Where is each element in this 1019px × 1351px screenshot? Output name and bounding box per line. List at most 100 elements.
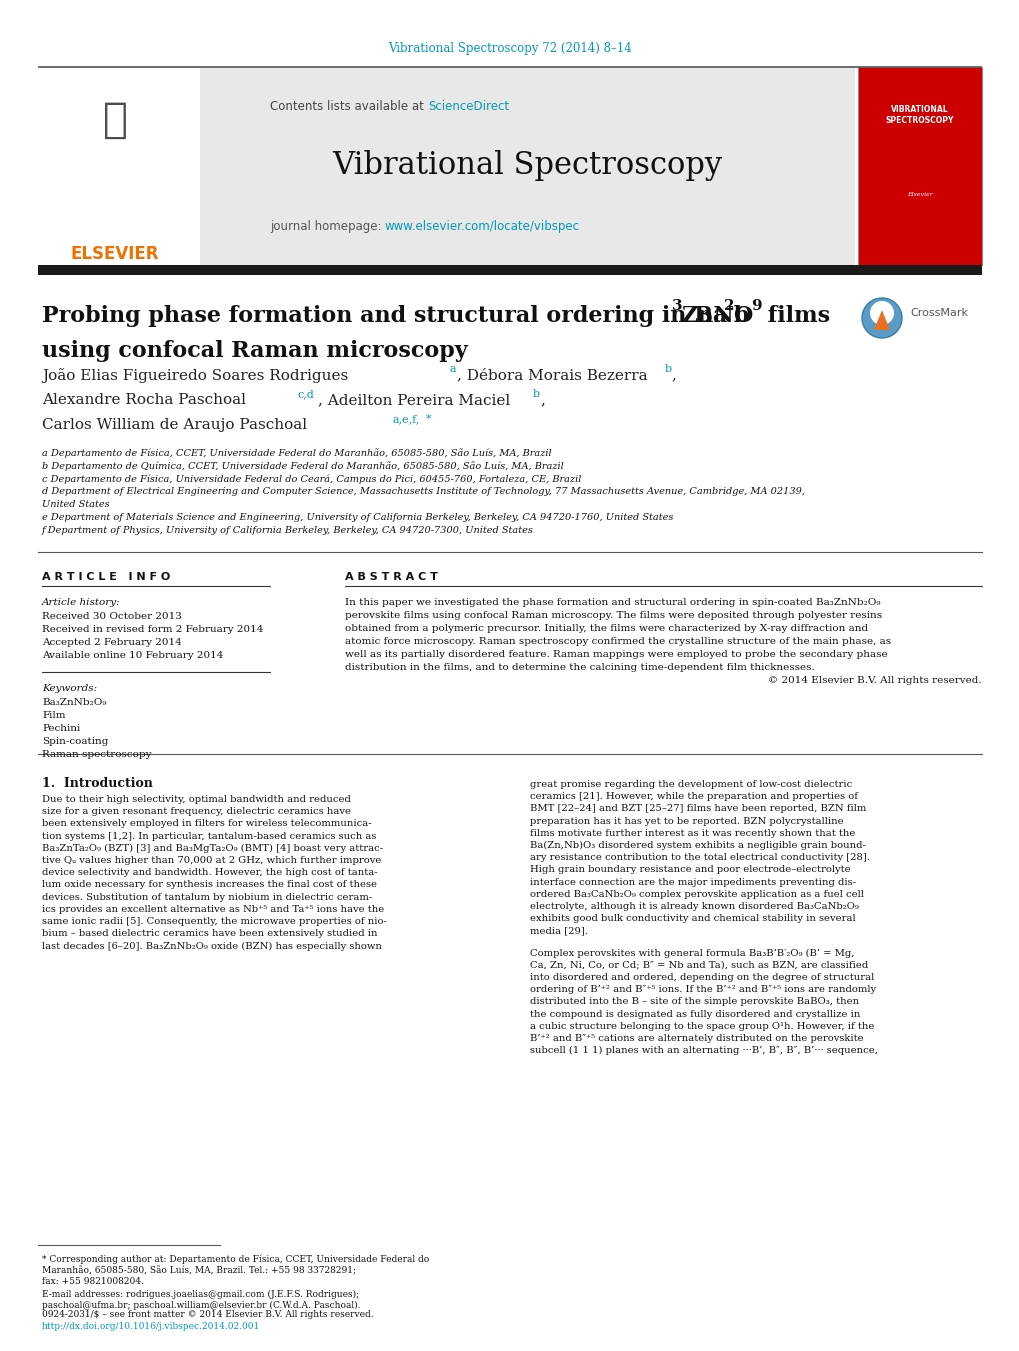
- Text: ,: ,: [539, 393, 544, 407]
- Text: films motivate further interest as it was recently shown that the: films motivate further interest as it wa…: [530, 828, 855, 838]
- Text: been extensively employed in filters for wireless telecommunica-: been extensively employed in filters for…: [42, 820, 371, 828]
- Text: Available online 10 February 2014: Available online 10 February 2014: [42, 651, 223, 661]
- Text: great promise regarding the development of low-cost dielectric: great promise regarding the development …: [530, 780, 852, 789]
- Text: distributed into the B – site of the simple perovskite BaBO₃, then: distributed into the B – site of the sim…: [530, 997, 858, 1006]
- Text: ScienceDirect: ScienceDirect: [428, 100, 508, 113]
- Text: 3: 3: [672, 299, 682, 313]
- Text: into disordered and ordered, depending on the degree of structural: into disordered and ordered, depending o…: [530, 973, 873, 982]
- Text: device selectivity and bandwidth. However, the high cost of tanta-: device selectivity and bandwidth. Howeve…: [42, 869, 377, 877]
- Text: a: a: [449, 363, 457, 374]
- Text: journal homepage:: journal homepage:: [269, 220, 384, 232]
- Text: media [29].: media [29].: [530, 927, 587, 935]
- Text: A R T I C L E   I N F O: A R T I C L E I N F O: [42, 571, 170, 582]
- Text: preparation has it has yet to be reported. BZN polycrystalline: preparation has it has yet to be reporte…: [530, 816, 843, 825]
- Text: a Departamento de Física, CCET, Universidade Federal do Maranhão, 65085-580, São: a Departamento de Física, CCET, Universi…: [42, 449, 551, 458]
- Text: O: O: [733, 305, 752, 327]
- Text: Vibrational Spectroscopy 72 (2014) 8–14: Vibrational Spectroscopy 72 (2014) 8–14: [388, 42, 631, 55]
- Text: Received 30 October 2013: Received 30 October 2013: [42, 612, 181, 621]
- Text: 2: 2: [723, 299, 734, 313]
- Text: distribution in the films, and to determine the calcining time-dependent film th: distribution in the films, and to determ…: [344, 663, 814, 671]
- Text: using confocal Raman microscopy: using confocal Raman microscopy: [42, 340, 468, 362]
- Text: A B S T R A C T: A B S T R A C T: [344, 571, 437, 582]
- Text: d Department of Electrical Engineering and Computer Science, Massachusetts Insti: d Department of Electrical Engineering a…: [42, 486, 804, 496]
- Text: Spin-coating: Spin-coating: [42, 738, 108, 746]
- Text: paschoal@ufma.br; paschoal.william@elsevier.br (C.W.d.A. Paschoal).: paschoal@ufma.br; paschoal.william@elsev…: [42, 1301, 360, 1310]
- Text: ZnNb: ZnNb: [681, 305, 749, 327]
- Text: e Department of Materials Science and Engineering, University of California Berk: e Department of Materials Science and En…: [42, 513, 673, 521]
- Text: ceramics [21]. However, while the preparation and properties of: ceramics [21]. However, while the prepar…: [530, 792, 857, 801]
- Text: ics provides an excellent alternative as Nb⁺⁵ and Ta⁺⁵ ions have the: ics provides an excellent alternative as…: [42, 905, 384, 913]
- Text: Maranhão, 65085-580, São Luís, MA, Brazil. Tel.: +55 98 33728291;: Maranhão, 65085-580, São Luís, MA, Brazi…: [42, 1266, 356, 1275]
- Text: Film: Film: [42, 711, 65, 720]
- Text: CrossMark: CrossMark: [909, 308, 967, 317]
- Text: High grain boundary resistance and poor electrode–electrolyte: High grain boundary resistance and poor …: [530, 866, 850, 874]
- Text: ordering of B’⁺² and B″⁺⁵ ions. If the B’⁺² and B″⁺⁵ ions are randomly: ordering of B’⁺² and B″⁺⁵ ions. If the B…: [530, 985, 875, 994]
- Text: c,d: c,d: [298, 389, 315, 399]
- Text: b Departamento de Química, CCET, Universidade Federal do Maranhão, 65085-580, Sã: b Departamento de Química, CCET, Univers…: [42, 461, 564, 470]
- Text: f Department of Physics, University of California Berkeley, Berkeley, CA 94720-7: f Department of Physics, University of C…: [42, 526, 533, 535]
- Text: ordered Ba₃CaNb₂O₉ complex perovskite application as a fuel cell: ordered Ba₃CaNb₂O₉ complex perovskite ap…: [530, 890, 863, 898]
- Text: Due to their high selectivity, optimal bandwidth and reduced: Due to their high selectivity, optimal b…: [42, 794, 351, 804]
- Text: Complex perovskites with general formula Ba₃B’B′₂O₉ (B’ = Mg,: Complex perovskites with general formula…: [530, 948, 854, 958]
- Text: last decades [6–20]. Ba₃ZnNb₂O₉ oxide (BZN) has especially shown: last decades [6–20]. Ba₃ZnNb₂O₉ oxide (B…: [42, 942, 381, 951]
- Text: , Débora Morais Bezerra: , Débora Morais Bezerra: [457, 367, 647, 382]
- Text: b: b: [664, 363, 672, 374]
- Text: United States: United States: [42, 500, 109, 509]
- Text: 9: 9: [750, 299, 761, 313]
- Text: obtained from a polymeric precursor. Initially, the films were characterized by : obtained from a polymeric precursor. Ini…: [344, 624, 867, 634]
- Text: E-mail addresses: rodrigues.joaelias@gmail.com (J.E.F.S. Rodrigues);: E-mail addresses: rodrigues.joaelias@gma…: [42, 1290, 359, 1300]
- Text: * Corresponding author at: Departamento de Física, CCET, Universidade Federal do: * Corresponding author at: Departamento …: [42, 1255, 429, 1265]
- Text: 0924-2031/$ – see front matter © 2014 Elsevier B.V. All rights reserved.: 0924-2031/$ – see front matter © 2014 El…: [42, 1310, 373, 1319]
- Text: Elsevier: Elsevier: [906, 192, 932, 197]
- Circle shape: [869, 301, 893, 326]
- Text: ELSEVIER: ELSEVIER: [70, 245, 159, 263]
- Text: b: b: [533, 389, 540, 399]
- Text: c Departamento de Física, Universidade Federal do Ceará, Campus do Pici, 60455-7: c Departamento de Física, Universidade F…: [42, 474, 581, 484]
- Text: Received in revised form 2 February 2014: Received in revised form 2 February 2014: [42, 626, 263, 634]
- Text: Ba(Zn,Nb)O₃ disordered system exhibits a negligible grain bound-: Ba(Zn,Nb)O₃ disordered system exhibits a…: [530, 842, 865, 850]
- Text: interface connection are the major impediments preventing dis-: interface connection are the major imped…: [530, 878, 855, 886]
- Text: films: films: [759, 305, 829, 327]
- Text: , Adeilton Pereira Maciel: , Adeilton Pereira Maciel: [318, 393, 510, 407]
- Text: B’⁺² and B″⁺⁵ cations are alternately distributed on the perovskite: B’⁺² and B″⁺⁵ cations are alternately di…: [530, 1034, 863, 1043]
- Text: Ba₃ZnNb₂O₉: Ba₃ZnNb₂O₉: [42, 698, 106, 707]
- Text: atomic force microscopy. Raman spectroscopy confirmed the crystalline structure : atomic force microscopy. Raman spectrosc…: [344, 638, 891, 646]
- Text: same ionic radii [5]. Consequently, the microwave properties of nio-: same ionic radii [5]. Consequently, the …: [42, 917, 386, 925]
- Text: Pechini: Pechini: [42, 724, 81, 734]
- Text: the compound is designated as fully disordered and crystallize in: the compound is designated as fully diso…: [530, 1009, 860, 1019]
- Text: Keywords:: Keywords:: [42, 684, 97, 693]
- Text: Ba₃ZnTa₂O₉ (BZT) [3] and Ba₃MgTa₂O₉ (BMT) [4] boast very attrac-: Ba₃ZnTa₂O₉ (BZT) [3] and Ba₃MgTa₂O₉ (BMT…: [42, 844, 383, 852]
- Text: In this paper we investigated the phase formation and structural ordering in spi: In this paper we investigated the phase …: [344, 598, 879, 607]
- Text: devices. Substitution of tantalum by niobium in dielectric ceram-: devices. Substitution of tantalum by nio…: [42, 893, 372, 901]
- Text: Ca, Zn, Ni, Co, or Cd; B″ = Nb and Ta), such as BZN, are classified: Ca, Zn, Ni, Co, or Cd; B″ = Nb and Ta), …: [530, 961, 867, 970]
- Text: fax: +55 9821008204.: fax: +55 9821008204.: [42, 1277, 144, 1286]
- Text: Carlos William de Araujo Paschoal: Carlos William de Araujo Paschoal: [42, 417, 307, 432]
- Text: *: *: [426, 413, 431, 424]
- Text: Accepted 2 February 2014: Accepted 2 February 2014: [42, 638, 181, 647]
- Text: a cubic structure belonging to the space group O¹h. However, if the: a cubic structure belonging to the space…: [530, 1021, 873, 1031]
- Bar: [200, 68, 854, 265]
- Text: 🌳: 🌳: [102, 99, 127, 141]
- Text: perovskite films using confocal Raman microscopy. The films were deposited throu: perovskite films using confocal Raman mi…: [344, 611, 881, 620]
- Text: Probing phase formation and structural ordering in Ba: Probing phase formation and structural o…: [42, 305, 727, 327]
- Text: © 2014 Elsevier B.V. All rights reserved.: © 2014 Elsevier B.V. All rights reserved…: [767, 676, 981, 685]
- Bar: [38, 265, 981, 276]
- Text: exhibits good bulk conductivity and chemical stability in several: exhibits good bulk conductivity and chem…: [530, 915, 855, 923]
- Text: João Elias Figueiredo Soares Rodrigues: João Elias Figueiredo Soares Rodrigues: [42, 367, 347, 382]
- Text: ary resistance contribution to the total electrical conductivity [28].: ary resistance contribution to the total…: [530, 854, 869, 862]
- Text: Contents lists available at: Contents lists available at: [270, 100, 428, 113]
- Text: www.elsevier.com/locate/vibspec: www.elsevier.com/locate/vibspec: [384, 220, 580, 232]
- Text: a,e,f,: a,e,f,: [392, 413, 420, 424]
- Text: VIBRATIONAL
SPECTROSCOPY: VIBRATIONAL SPECTROSCOPY: [884, 105, 953, 126]
- Text: tive Qᵤ values higher than 70,000 at 2 GHz, which further improve: tive Qᵤ values higher than 70,000 at 2 G…: [42, 857, 381, 865]
- Text: 1.  Introduction: 1. Introduction: [42, 777, 153, 790]
- Text: lum oxide necessary for synthesis increases the final cost of these: lum oxide necessary for synthesis increa…: [42, 881, 377, 889]
- Polygon shape: [873, 309, 890, 330]
- Text: Article history:: Article history:: [42, 598, 120, 607]
- Text: tion systems [1,2]. In particular, tantalum-based ceramics such as: tion systems [1,2]. In particular, tanta…: [42, 832, 376, 840]
- Text: bium – based dielectric ceramics have been extensively studied in: bium – based dielectric ceramics have be…: [42, 929, 377, 938]
- Text: BMT [22–24] and BZT [25–27] films have been reported, BZN film: BMT [22–24] and BZT [25–27] films have b…: [530, 804, 865, 813]
- Text: Alexandre Rocha Paschoal: Alexandre Rocha Paschoal: [42, 393, 246, 407]
- Text: well as its partially disordered feature. Raman mappings were employed to probe : well as its partially disordered feature…: [344, 650, 887, 659]
- Circle shape: [861, 299, 901, 338]
